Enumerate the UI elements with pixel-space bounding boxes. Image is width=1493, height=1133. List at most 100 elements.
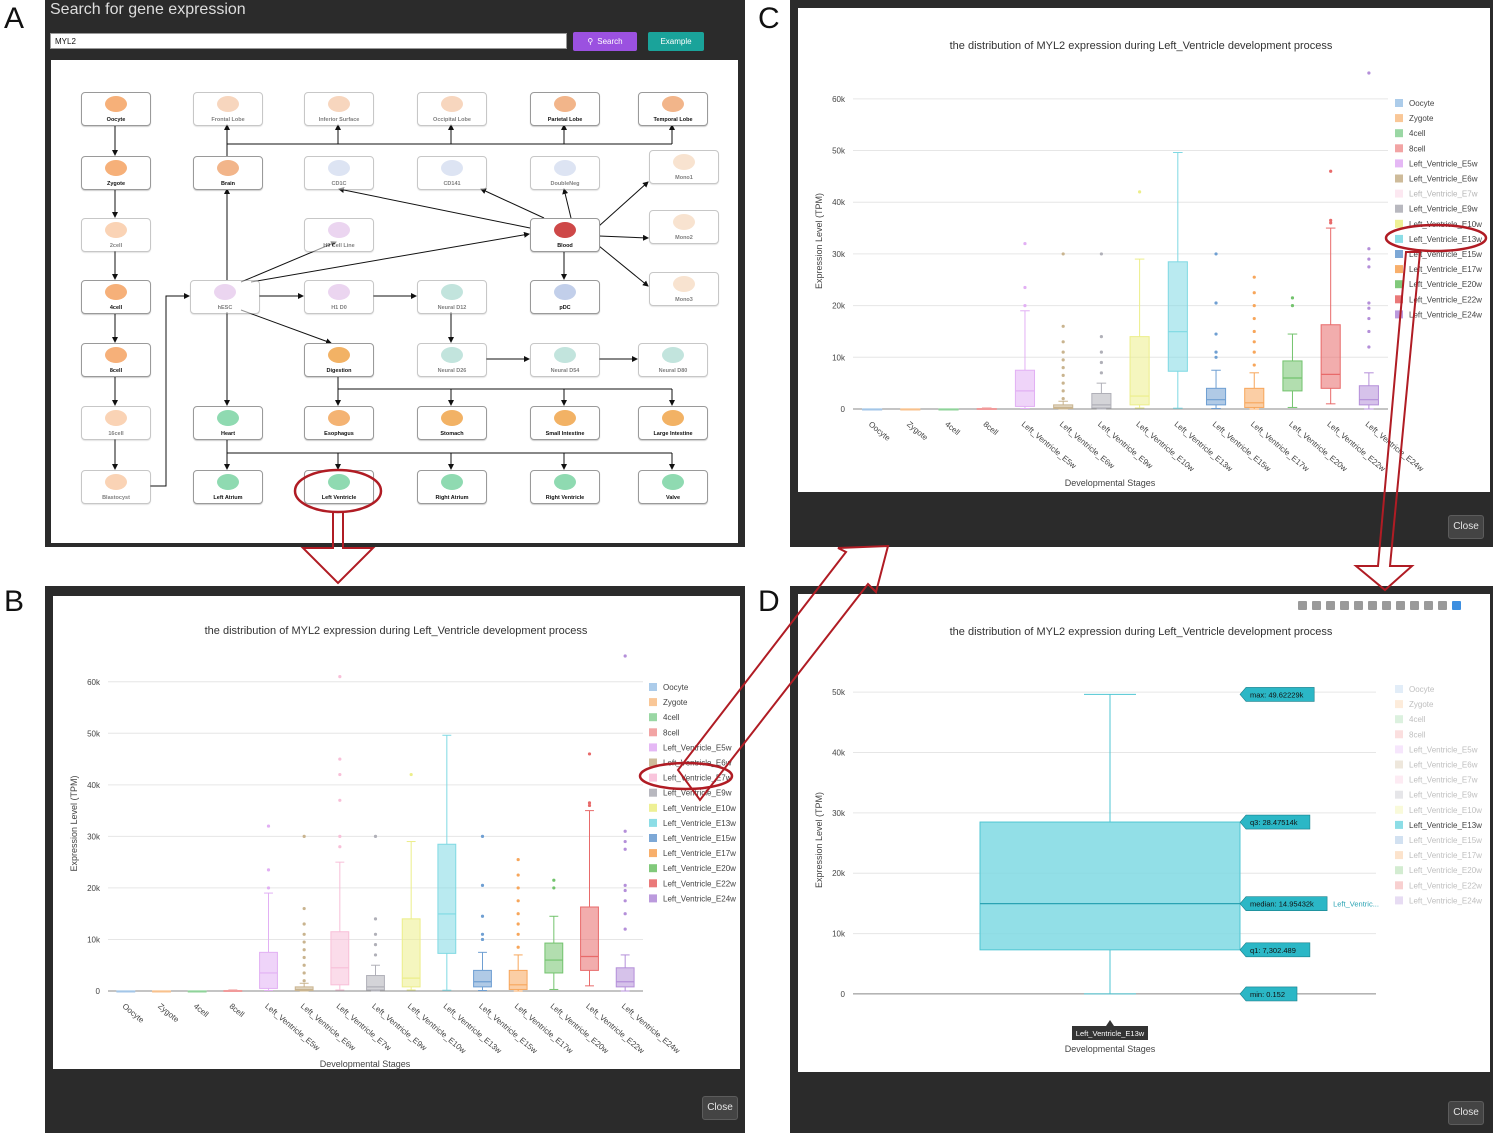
legend-item: Left_Ventricle_E13w bbox=[1409, 821, 1482, 830]
node-esophagus[interactable]: Esophagus bbox=[304, 406, 374, 440]
search-button[interactable]: ⚲ Search bbox=[573, 32, 637, 51]
legend-item: Zygote bbox=[1409, 700, 1434, 709]
outlier-point bbox=[1214, 301, 1218, 305]
hover-x-label: Left_Ventricle_E13w bbox=[1076, 1029, 1145, 1038]
node-occipital[interactable]: Occipital Lobe bbox=[417, 92, 487, 126]
legend-swatch bbox=[1395, 805, 1403, 814]
node-8cell[interactable]: 8cell bbox=[81, 343, 151, 377]
node-label: Left Ventricle bbox=[321, 495, 357, 501]
legend-swatch bbox=[1395, 189, 1403, 198]
node-4cell[interactable]: 4cell bbox=[81, 280, 151, 314]
diagram-arrow bbox=[598, 181, 649, 227]
node-leftatrium[interactable]: Left Atrium bbox=[193, 470, 263, 504]
node-mono3[interactable]: Mono3 bbox=[649, 272, 719, 306]
node-valve[interactable]: Valve bbox=[638, 470, 708, 504]
legend-swatch bbox=[1395, 144, 1403, 153]
legend-item: Left_Ventricle_E24w bbox=[663, 894, 736, 903]
legend-swatch bbox=[1395, 745, 1403, 754]
node-parietal[interactable]: Parietal Lobe bbox=[530, 92, 600, 126]
node-temporal[interactable]: Temporal Lobe bbox=[638, 92, 708, 126]
node-smallint[interactable]: Small Intestine bbox=[530, 406, 600, 440]
node-cd1c[interactable]: CD1C bbox=[304, 156, 374, 190]
node-hesc[interactable]: hESC bbox=[190, 280, 260, 314]
legend-swatch bbox=[1395, 881, 1403, 890]
gene-search-input[interactable]: MYL2 bbox=[50, 33, 567, 49]
node-heart[interactable]: Heart bbox=[193, 406, 263, 440]
panel-letter-d: D bbox=[758, 585, 780, 618]
node-h1d0[interactable]: H1 D0 bbox=[304, 280, 374, 314]
outlier-point bbox=[338, 675, 342, 679]
outlier-point bbox=[516, 886, 520, 890]
close-button[interactable]: Close bbox=[1448, 515, 1484, 539]
stomach-icon bbox=[441, 410, 463, 426]
cell-icon bbox=[105, 410, 127, 426]
node-zygote[interactable]: Zygote bbox=[81, 156, 151, 190]
node-oocyte[interactable]: Oocyte bbox=[81, 92, 151, 126]
home-icon[interactable] bbox=[1396, 601, 1405, 610]
outlier-point bbox=[266, 886, 271, 890]
node-rightatrium[interactable]: Right Atrium bbox=[417, 470, 487, 504]
legend-item: Left_Ventricle_E6w bbox=[1409, 761, 1478, 770]
node-neuralD12[interactable]: Neural D12 bbox=[417, 280, 487, 314]
box-iqr bbox=[366, 975, 385, 991]
y-tick-label: 40k bbox=[87, 781, 101, 790]
outlier-point bbox=[480, 883, 485, 887]
node-largeint[interactable]: Large Intestine bbox=[638, 406, 708, 440]
node-2cell[interactable]: 2cell bbox=[81, 218, 151, 252]
outlier-point bbox=[623, 927, 627, 931]
box-iqr bbox=[1053, 404, 1074, 409]
camera-icon[interactable] bbox=[1298, 601, 1307, 610]
box-Left_Ventricle_E15w bbox=[1205, 252, 1227, 409]
legend-item: Left_Ventricle_E5w bbox=[663, 743, 732, 752]
node-16cell[interactable]: 16cell bbox=[81, 406, 151, 440]
legend-swatch bbox=[1395, 99, 1403, 107]
node-neuralD26[interactable]: Neural D26 bbox=[417, 343, 487, 377]
plotly-logo-icon[interactable] bbox=[1452, 601, 1461, 610]
close-button[interactable]: Close bbox=[1448, 1101, 1484, 1125]
node-blastocyst[interactable]: Blastocyst bbox=[81, 470, 151, 504]
compare-icon[interactable] bbox=[1424, 601, 1433, 610]
node-doubleneg[interactable]: DoubleNeg bbox=[530, 156, 600, 190]
legend-swatch bbox=[649, 683, 657, 691]
box-iqr bbox=[1129, 336, 1150, 406]
legend-item: Left_Ventricle_E15w bbox=[1409, 250, 1482, 259]
node-digestion[interactable]: Digestion bbox=[304, 343, 374, 377]
outlier-point bbox=[1252, 316, 1256, 321]
node-stomach[interactable]: Stomach bbox=[417, 406, 487, 440]
save-icon[interactable] bbox=[1312, 601, 1321, 610]
outlier-point bbox=[373, 834, 378, 838]
cell-icon bbox=[105, 347, 127, 363]
node-blood[interactable]: Blood bbox=[530, 218, 600, 252]
box-Left_Ventricle_E15w bbox=[473, 834, 492, 991]
closest-icon[interactable] bbox=[1438, 601, 1447, 610]
outlier-point bbox=[338, 798, 342, 802]
node-pdc[interactable]: pDC bbox=[530, 280, 600, 314]
pan-icon[interactable] bbox=[1340, 601, 1349, 610]
node-mono1[interactable]: Mono1 bbox=[649, 150, 719, 184]
spike-icon[interactable] bbox=[1410, 601, 1419, 610]
zoom-out-icon[interactable] bbox=[1368, 601, 1377, 610]
outlier-point bbox=[1367, 301, 1371, 305]
node-neuralD54[interactable]: Neural D54 bbox=[530, 343, 600, 377]
node-neuralD80[interactable]: Neural D80 bbox=[638, 343, 708, 377]
node-cd141[interactable]: CD141 bbox=[417, 156, 487, 190]
close-button[interactable]: Close bbox=[702, 1096, 738, 1120]
zoom-icon[interactable] bbox=[1326, 601, 1335, 610]
boxplot-chart-d: the distribution of MYL2 expression duri… bbox=[814, 601, 1482, 1054]
node-label: DoubleNeg bbox=[550, 181, 580, 187]
panel-d-chart-area: the distribution of MYL2 expression duri… bbox=[798, 594, 1490, 1072]
example-button[interactable]: Example bbox=[648, 32, 704, 51]
node-leftventricle[interactable]: Left Ventricle bbox=[304, 470, 374, 504]
node-rightventricle[interactable]: Right Ventricle bbox=[530, 470, 600, 504]
node-inferior[interactable]: Inferior Surface bbox=[304, 92, 374, 126]
node-mono2[interactable]: Mono2 bbox=[649, 210, 719, 244]
autoscale-icon[interactable] bbox=[1382, 601, 1391, 610]
panel-a-diagram-area: Oocyte Zygote 2cell 4cell 8cell 16cell Blastoc… bbox=[51, 60, 738, 543]
outlier-point bbox=[302, 932, 306, 936]
zoom-in-icon[interactable] bbox=[1354, 601, 1363, 610]
node-label: hESC bbox=[217, 305, 233, 311]
node-h9[interactable]: H9 Cell Line bbox=[304, 218, 374, 252]
outlier-point bbox=[1252, 350, 1256, 354]
node-brain[interactable]: Brain bbox=[193, 156, 263, 190]
node-frontal[interactable]: Frontal Lobe bbox=[193, 92, 263, 126]
